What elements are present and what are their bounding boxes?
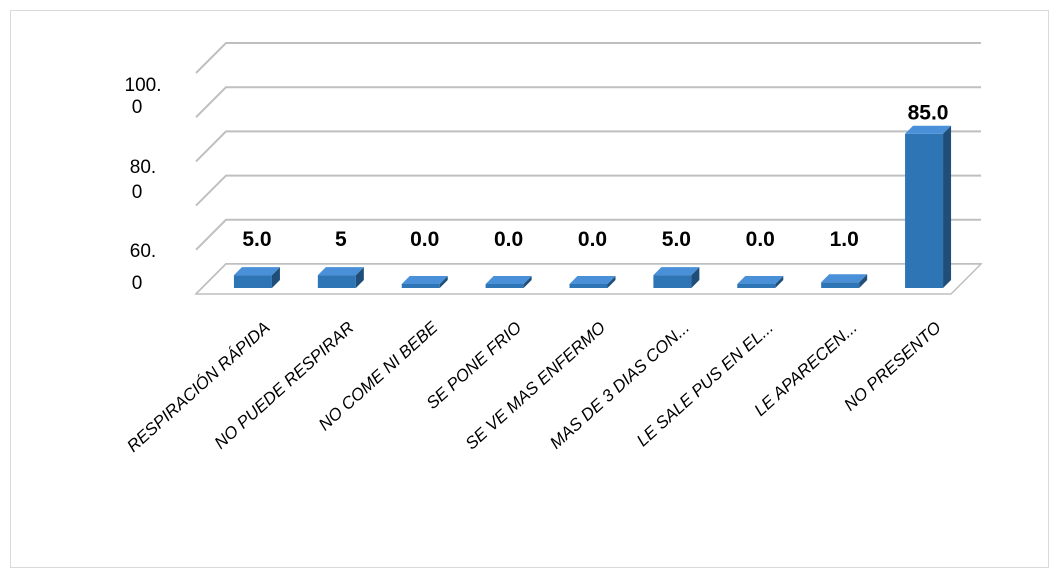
data-label: 85.0 (908, 102, 949, 125)
data-label: 0.0 (410, 228, 439, 251)
gridline (195, 86, 981, 118)
data-label: 1.0 (830, 228, 859, 251)
bar (905, 125, 952, 288)
bar (317, 267, 364, 288)
data-label: 5 (335, 228, 347, 251)
gridline (195, 174, 981, 207)
gridline (195, 42, 981, 74)
y-axis-tick-labels: 100. 0 80. 0 60. 0 (125, 75, 162, 294)
y-tick-label: 100. 0 (125, 75, 162, 118)
data-label: 0.0 (746, 228, 775, 251)
category-label: NO PUEDE RESPIRAR (211, 318, 358, 453)
category-label: SE VE MAS ENFERMO (462, 318, 610, 453)
category-label: LE SALE PUS EN EL... (633, 318, 777, 450)
data-labels: 5.0 5 0.0 0.0 0.0 5.0 0.0 1.0 85.0 (242, 102, 948, 251)
y-tick-label: 80. 0 (130, 157, 156, 203)
data-label: 5.0 (242, 228, 271, 251)
data-label: 0.0 (494, 228, 523, 251)
bar-chart: 100. 0 80. 0 60. 0 5.0 5 0.0 0.0 0.0 5.0 0.0 1.0 85.0… (123, 42, 983, 456)
bar (401, 276, 448, 288)
bar (485, 276, 532, 288)
bar (233, 267, 280, 288)
bars (233, 125, 952, 288)
bar (569, 276, 616, 288)
bar (653, 267, 700, 288)
bar (737, 276, 784, 288)
gridline (195, 218, 981, 251)
gridlines (194, 42, 983, 295)
data-label: 0.0 (578, 228, 607, 251)
category-label: RESPIRACIÓN RÁPIDA (123, 318, 273, 456)
bar (821, 274, 868, 288)
y-tick-label: 60. 0 (130, 241, 156, 294)
gridline (195, 130, 981, 163)
data-label: 5.0 (662, 228, 691, 251)
chart-frame: 100. 0 80. 0 60. 0 5.0 5 0.0 0.0 0.0 5.0 0.0 1.0 85.0… (10, 10, 1049, 568)
category-label: MAS DE 3 DIAS CON... (546, 318, 693, 453)
